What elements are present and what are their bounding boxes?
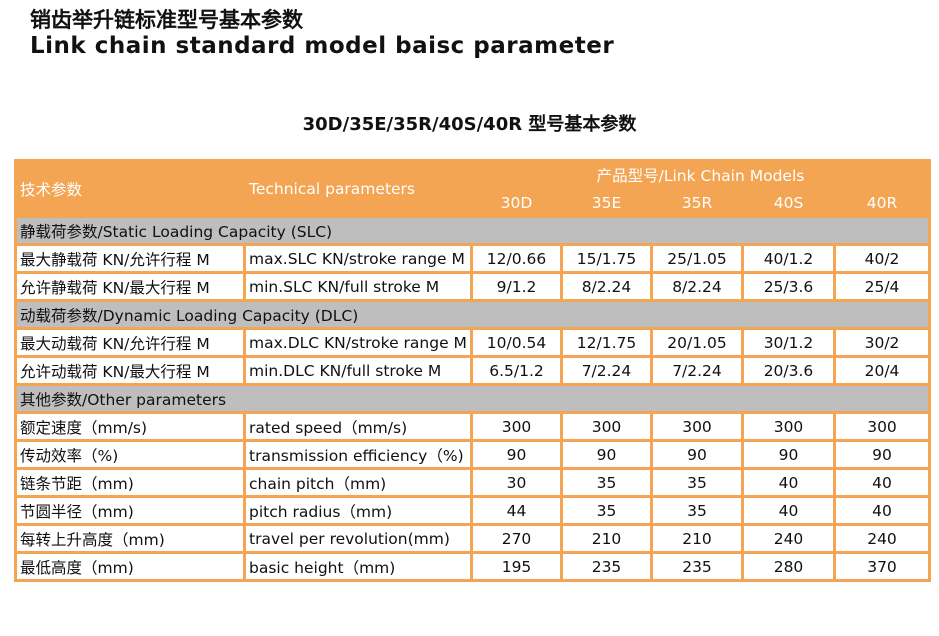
value-cell: 44 [473, 498, 560, 523]
table-row: 节圆半径（mm) pitch radius（mm) 44 35 35 40 40 [17, 498, 928, 523]
value-cell: 15/1.75 [563, 246, 650, 271]
value-cell: 25/3.6 [744, 274, 833, 299]
value-cell: 270 [473, 526, 560, 551]
parameter-table: 技术参数 Technical parameters 产品型号/Link Chai… [14, 159, 931, 582]
header-model: 40R [836, 190, 928, 215]
value-cell: 195 [473, 554, 560, 579]
value-cell: 35 [563, 470, 650, 495]
value-cell: 300 [744, 414, 833, 439]
param-cn: 最大静载荷 KN/允许行程 M [17, 246, 243, 271]
section-title: 动载荷参数/Dynamic Loading Capacity (DLC) [17, 302, 928, 327]
value-cell: 40 [836, 470, 928, 495]
param-cn: 最大动载荷 KN/允许行程 M [17, 330, 243, 355]
value-cell: 240 [744, 526, 833, 551]
value-cell: 12/0.66 [473, 246, 560, 271]
value-cell: 210 [563, 526, 650, 551]
param-cn: 传动效率（%) [17, 442, 243, 467]
value-cell: 12/1.75 [563, 330, 650, 355]
param-cn: 最低高度（mm) [17, 554, 243, 579]
value-cell: 35 [653, 498, 741, 523]
table-row: 传动效率（%) transmission efficiency（%) 90 90 90 9… [17, 442, 928, 467]
value-cell: 300 [473, 414, 560, 439]
table-row: 额定速度（mm/s) rated speed（mm/s) 300 300 300 300 3… [17, 414, 928, 439]
value-cell: 35 [653, 470, 741, 495]
value-cell: 30 [473, 470, 560, 495]
value-cell: 20/1.05 [653, 330, 741, 355]
value-cell: 20/4 [836, 358, 928, 383]
section-row: 其他参数/Other parameters [17, 386, 928, 411]
param-en: min.DLC KN/full stroke M [246, 358, 470, 383]
header-tech-params-en: Technical parameters [246, 162, 470, 215]
value-cell: 40 [744, 470, 833, 495]
param-en: travel per revolution(mm) [246, 526, 470, 551]
table-row: 最低高度（mm) basic height（mm) 195 235 235 280 370 [17, 554, 928, 579]
title-chinese: 销齿举升链标准型号基本参数 [30, 8, 303, 32]
table-row: 链条节距（mm) chain pitch（mm) 30 35 35 40 40 [17, 470, 928, 495]
header-tech-params-cn: 技术参数 [17, 162, 243, 215]
value-cell: 90 [473, 442, 560, 467]
value-cell: 90 [744, 442, 833, 467]
table-row: 每转上升高度（mm) travel per revolution(mm) 270 21… [17, 526, 928, 551]
param-en: transmission efficiency（%) [246, 442, 470, 467]
header-models: 产品型号/Link Chain Models [473, 162, 928, 187]
value-cell: 90 [836, 442, 928, 467]
header-model: 35R [653, 190, 741, 215]
value-cell: 8/2.24 [653, 274, 741, 299]
value-cell: 40/2 [836, 246, 928, 271]
value-cell: 370 [836, 554, 928, 579]
value-cell: 20/3.6 [744, 358, 833, 383]
value-cell: 280 [744, 554, 833, 579]
param-en: min.SLC KN/full stroke M [246, 274, 470, 299]
param-en: basic height（mm) [246, 554, 470, 579]
value-cell: 210 [653, 526, 741, 551]
param-cn: 链条节距（mm) [17, 470, 243, 495]
value-cell: 40 [744, 498, 833, 523]
value-cell: 10/0.54 [473, 330, 560, 355]
value-cell: 235 [653, 554, 741, 579]
header-model: 40S [744, 190, 833, 215]
param-en: max.DLC KN/stroke range M [246, 330, 470, 355]
param-en: pitch radius（mm) [246, 498, 470, 523]
section-row: 静载荷参数/Static Loading Capacity (SLC) [17, 218, 928, 243]
value-cell: 7/2.24 [653, 358, 741, 383]
value-cell: 40/1.2 [744, 246, 833, 271]
value-cell: 30/1.2 [744, 330, 833, 355]
param-cn: 额定速度（mm/s) [17, 414, 243, 439]
param-en: max.SLC KN/stroke range M [246, 246, 470, 271]
section-title: 其他参数/Other parameters [17, 386, 928, 411]
param-cn: 允许动载荷 KN/最大行程 M [17, 358, 243, 383]
table-subtitle: 30D/35E/35R/40S/40R 型号基本参数 [302, 114, 637, 135]
title-english: Link chain standard model baisc paramete… [30, 33, 615, 59]
value-cell: 30/2 [836, 330, 928, 355]
value-cell: 90 [563, 442, 650, 467]
param-en: chain pitch（mm) [246, 470, 470, 495]
value-cell: 6.5/1.2 [473, 358, 560, 383]
value-cell: 300 [563, 414, 650, 439]
value-cell: 240 [836, 526, 928, 551]
value-cell: 90 [653, 442, 741, 467]
value-cell: 25/1.05 [653, 246, 741, 271]
value-cell: 9/1.2 [473, 274, 560, 299]
value-cell: 235 [563, 554, 650, 579]
param-cn: 节圆半径（mm) [17, 498, 243, 523]
value-cell: 300 [836, 414, 928, 439]
param-en: rated speed（mm/s) [246, 414, 470, 439]
value-cell: 40 [836, 498, 928, 523]
value-cell: 25/4 [836, 274, 928, 299]
param-cn: 允许静载荷 KN/最大行程 M [17, 274, 243, 299]
section-row: 动载荷参数/Dynamic Loading Capacity (DLC) [17, 302, 928, 327]
section-title: 静载荷参数/Static Loading Capacity (SLC) [17, 218, 928, 243]
value-cell: 35 [563, 498, 650, 523]
value-cell: 8/2.24 [563, 274, 650, 299]
value-cell: 300 [653, 414, 741, 439]
header-model: 35E [563, 190, 650, 215]
value-cell: 7/2.24 [563, 358, 650, 383]
param-cn: 每转上升高度（mm) [17, 526, 243, 551]
header-model: 30D [473, 190, 560, 215]
